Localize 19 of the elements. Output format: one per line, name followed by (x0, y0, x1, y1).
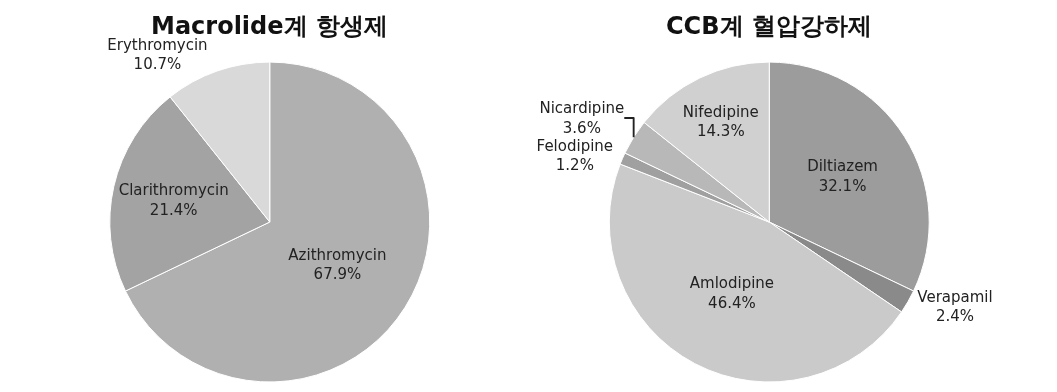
slice-label: Nicardipine (539, 99, 625, 118)
slice-label: Diltiazem (807, 157, 878, 176)
slice-label: Verapamil (917, 287, 993, 306)
slice-label: Erythromycin (107, 35, 208, 54)
data-label: 67.9% (313, 265, 362, 284)
data-label: 3.6% (562, 118, 601, 137)
slice-label: Felodipine (536, 136, 614, 155)
chart-title: CCB계 혈압강하제 (666, 12, 872, 40)
data-label: 1.2% (555, 156, 594, 175)
slice-label: Clarithromycin (118, 181, 229, 200)
slice-label: Nifedipine (682, 102, 759, 121)
slice-label: Azithromycin (288, 245, 387, 264)
data-label: 14.3% (696, 122, 745, 141)
data-label: 46.4% (708, 293, 756, 312)
data-label: 32.1% (818, 176, 867, 195)
data-label: 21.4% (149, 200, 198, 219)
data-label: 10.7% (133, 55, 182, 74)
data-label: 2.4% (935, 307, 975, 326)
slice-label: Amlodipine (689, 274, 775, 293)
